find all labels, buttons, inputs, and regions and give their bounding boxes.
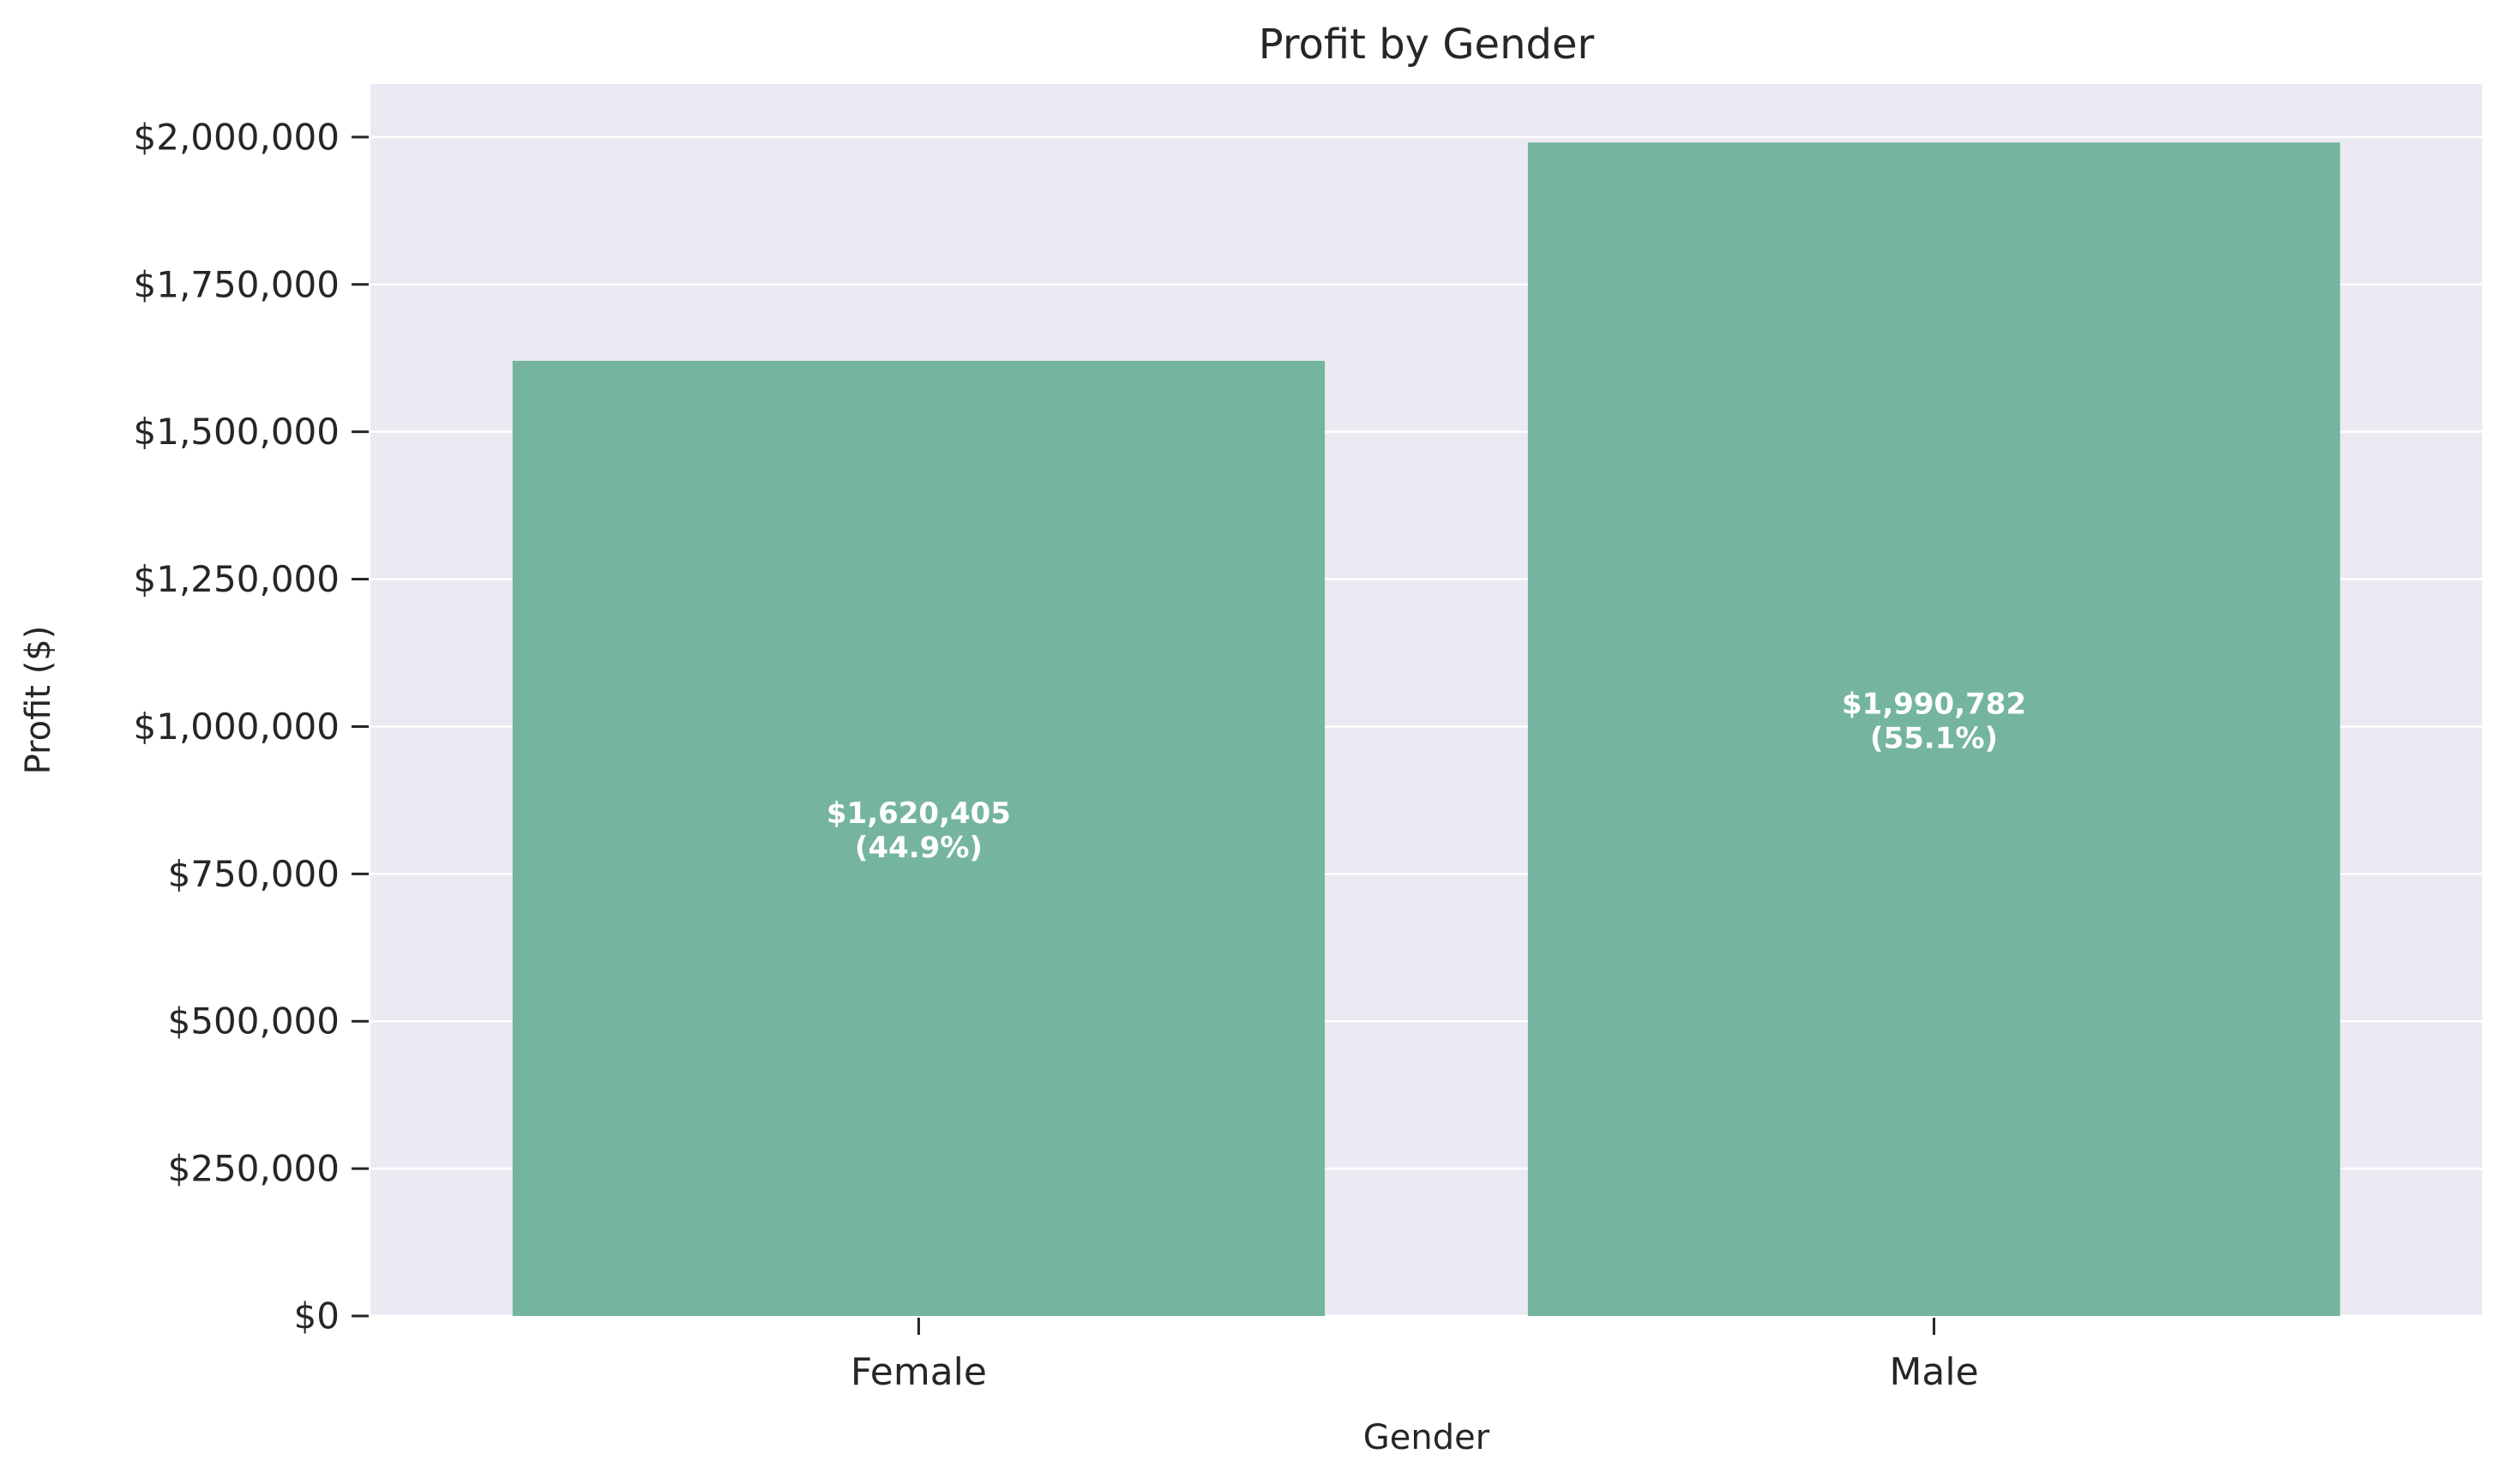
x-axis-label: Gender xyxy=(1363,1418,1490,1457)
y-tick-label: $1,750,000 xyxy=(134,263,340,305)
y-tick-label: $0 xyxy=(294,1295,340,1337)
bar-male xyxy=(1527,142,2341,1317)
bar-value-label: $1,990,782 xyxy=(1842,688,2026,722)
x-axis-ticks: Female Male xyxy=(851,1318,1979,1394)
bar-female xyxy=(512,360,1326,1316)
y-tick-label: $1,500,000 xyxy=(134,411,340,453)
bar-percent-label: (44.9%) xyxy=(855,831,983,865)
bar-value-label: $1,620,405 xyxy=(827,796,1011,831)
bars: $1,620,405(44.9%) $1,990,782(55.1%) xyxy=(512,142,2341,1317)
y-tick-label: $1,250,000 xyxy=(134,558,340,600)
y-axis-ticks: $0 $250,000 $500,000 $750,000 $1,000,000 $1,2… xyxy=(134,116,369,1337)
y-tick-label: $2,000,000 xyxy=(134,116,340,158)
y-tick-label: $750,000 xyxy=(168,853,340,895)
x-tick-label: Female xyxy=(851,1350,987,1394)
chart-title: Profit by Gender xyxy=(1259,21,1595,69)
y-tick-label: $1,000,000 xyxy=(134,706,340,748)
y-axis-label: Profit ($) xyxy=(19,626,58,775)
bar-percent-label: (55.1%) xyxy=(1870,722,1998,756)
x-tick-label: Male xyxy=(1889,1350,1978,1394)
y-tick-label: $250,000 xyxy=(168,1148,340,1190)
y-tick-label: $500,000 xyxy=(168,1000,340,1042)
